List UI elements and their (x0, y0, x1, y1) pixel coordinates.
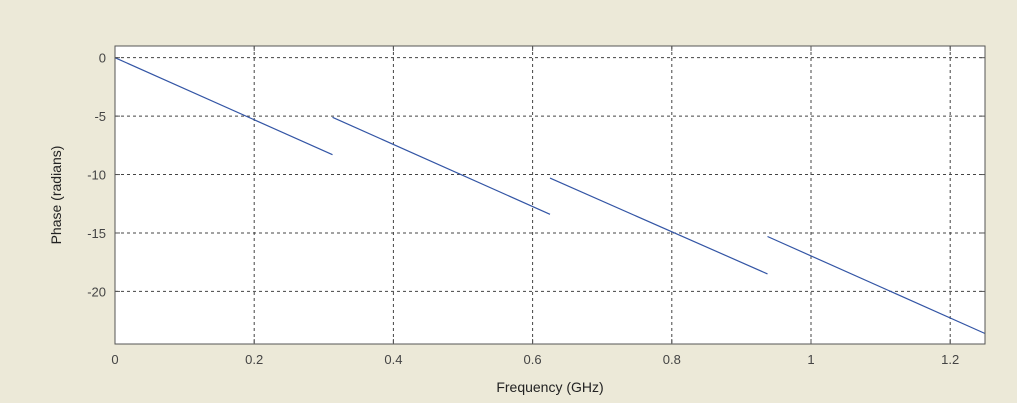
x-tick-label: 1 (807, 352, 814, 367)
phase-line-segment (332, 116, 551, 215)
phase-line-segment (767, 235, 986, 335)
y-tick-label: -20 (87, 284, 106, 299)
x-axis-ticks: 0 0.2 0.4 0.6 0.8 1 1.2 (111, 46, 959, 367)
x-tick-label: 0.4 (384, 352, 402, 367)
x-axis-label: Frequency (GHz) (496, 379, 603, 395)
y-tick-label: -5 (94, 109, 106, 124)
phase-line-segment (549, 177, 768, 275)
x-tick-label: 0.2 (245, 352, 263, 367)
grid-lines (115, 46, 985, 344)
data-series (114, 57, 986, 335)
x-tick-label: 0.6 (524, 352, 542, 367)
x-tick-label: 0.8 (663, 352, 681, 367)
y-axis-ticks: 0 -5 -10 -15 -20 (87, 51, 985, 299)
plot-frame (114, 45, 986, 345)
y-axis-label: Phase (radians) (48, 146, 64, 245)
y-tick-label: 0 (99, 51, 106, 66)
x-tick-label: 0 (111, 352, 118, 367)
y-tick-label: -15 (87, 226, 106, 241)
x-tick-label: 1.2 (941, 352, 959, 367)
phase-line-segment (114, 57, 333, 156)
plot-area (115, 46, 985, 344)
y-tick-label: -10 (87, 168, 106, 183)
